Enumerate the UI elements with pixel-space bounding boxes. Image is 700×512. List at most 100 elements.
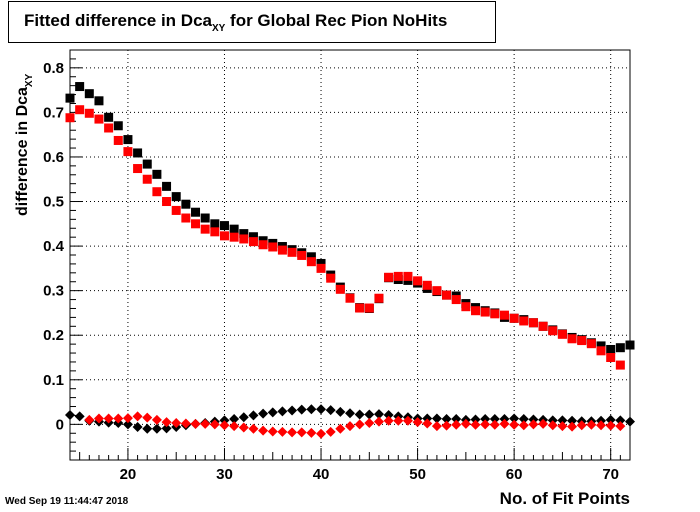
data-point-square [297,250,307,260]
data-point-square [181,213,191,223]
data-point-diamond [605,420,616,431]
data-point-diamond [258,425,269,436]
data-point-square [65,93,75,103]
data-point-diamond [509,419,520,430]
data-point-diamond [325,405,336,416]
y-tick-label: 0.2 [43,327,64,344]
data-point-diamond [364,418,375,429]
data-point-diamond [277,406,288,417]
data-point-diamond [383,409,394,420]
data-point-diamond [345,421,355,432]
data-point-diamond [74,411,85,422]
data-point-diamond [287,405,298,416]
data-point-diamond [441,420,452,431]
data-point-square [181,199,191,209]
data-point-diamond [316,404,327,415]
data-point-diamond [596,420,607,431]
data-point-diamond [557,415,568,426]
data-point-diamond [480,419,491,430]
chart-title: Fitted difference in DcaXY for Global Re… [24,11,447,34]
data-point-square [258,240,268,250]
timestamp: Wed Sep 19 11:44:47 2018 [5,496,129,507]
y-axis-label: difference in DcaXY [14,74,35,216]
data-point-diamond [393,415,404,426]
data-point-diamond [113,413,124,424]
data-point-diamond [267,426,278,437]
data-point-square [191,207,201,217]
data-point-square [557,329,567,339]
data-point-diamond [412,417,423,428]
data-point-diamond [422,418,433,429]
data-point-square [239,229,249,239]
data-point-square [84,108,94,118]
data-point-square [306,252,316,262]
x-tick-label: 50 [409,466,426,483]
data-point-diamond [84,414,95,425]
data-point-diamond [470,419,481,430]
data-point-diamond [615,421,626,432]
data-point-square [345,293,355,303]
data-point-diamond [567,415,578,426]
data-point-square [306,257,316,267]
data-point-square [615,343,625,353]
data-point-square [451,295,461,305]
data-point-diamond [65,409,75,420]
data-point-diamond [161,417,172,428]
data-point-square [615,360,625,370]
data-point-diamond [460,418,471,429]
data-point-square [200,224,210,234]
data-point-square [75,105,85,115]
data-point-square [84,89,94,99]
data-point-diamond [518,414,529,424]
data-point-square [490,309,500,319]
data-point-square [509,313,519,323]
ylabel-subscript: XY [24,73,35,88]
data-point-square [442,290,452,300]
data-point-diamond [190,418,201,429]
data-point-square [200,213,210,223]
data-point-diamond [296,427,307,438]
data-point-diamond [258,408,269,419]
data-point-square [94,114,104,124]
data-point-diamond [364,409,375,420]
data-point-square [152,187,162,197]
data-point-diamond [229,414,240,424]
data-point-square [335,284,345,294]
data-point-square [113,121,123,131]
data-point-diamond [567,421,578,432]
data-point-square [413,276,423,286]
data-point-square [586,339,596,349]
data-point-diamond [489,414,500,424]
y-tick-label: 0 [56,416,64,433]
data-point-diamond [161,423,172,434]
ylabel-prefix: difference in Dca [14,87,31,216]
data-point-diamond [480,414,491,424]
x-tick-label: 30 [216,466,233,483]
data-point-square [210,227,220,237]
data-point-diamond [489,419,500,430]
data-point-diamond [335,423,346,434]
data-point-diamond [229,421,240,432]
data-point-square [374,293,384,303]
data-point-square [94,96,104,106]
data-point-square [499,310,509,320]
axis-ticks [69,49,631,461]
x-axis-label: No. of Fit Points [499,489,630,508]
data-point-square [142,174,152,184]
data-point-square [219,231,229,241]
data-point-square [596,346,606,356]
data-point-square [133,148,143,158]
data-point-diamond [180,418,191,429]
data-point-diamond [557,421,568,432]
data-point-diamond [615,415,626,426]
data-point-square [326,273,336,283]
data-point-square [152,169,162,179]
series-2 [65,105,625,370]
data-point-diamond [200,418,211,429]
data-point-diamond [538,418,549,429]
data-point-square [104,123,114,133]
data-point-square [567,334,577,344]
title-subscript: XY [211,23,226,34]
data-point-diamond [441,414,452,424]
data-point-diamond [547,420,558,431]
